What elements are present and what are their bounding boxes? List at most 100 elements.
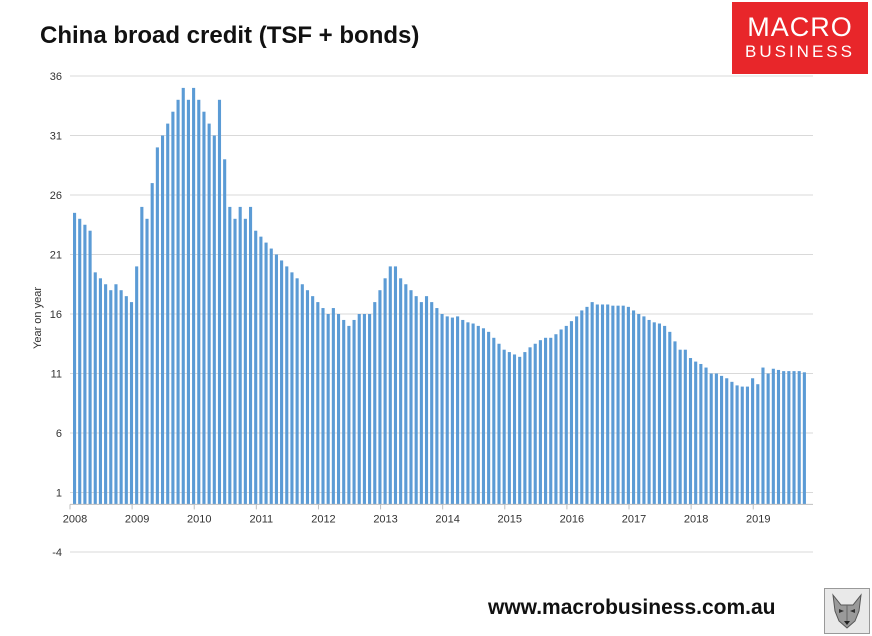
- x-tick-label: 2011: [250, 513, 274, 525]
- bar: [217, 99, 222, 505]
- bar: [585, 306, 589, 505]
- x-tick-label: 2015: [498, 513, 522, 525]
- bar: [73, 212, 77, 505]
- bar: [621, 305, 625, 505]
- bar: [129, 302, 134, 505]
- bar: [202, 111, 206, 505]
- bar: [424, 296, 429, 505]
- bar: [694, 361, 698, 505]
- bar: [497, 343, 501, 505]
- bar: [492, 337, 496, 505]
- wolf-icon: [824, 588, 870, 634]
- y-axis-label: Year on year: [32, 287, 44, 349]
- bar: [295, 278, 299, 505]
- bar: [274, 254, 278, 505]
- bar: [776, 369, 781, 505]
- bar: [399, 278, 403, 505]
- bar: [575, 316, 579, 505]
- bar: [730, 381, 734, 505]
- bar: [352, 319, 356, 505]
- bar: [88, 230, 92, 505]
- bar: [321, 308, 325, 505]
- logo-line1: MACRO: [747, 12, 853, 42]
- bar: [83, 224, 87, 505]
- x-tick-label: 2017: [622, 513, 646, 525]
- bar: [171, 111, 175, 505]
- bar: [678, 349, 682, 505]
- bar: [280, 260, 284, 505]
- bar: [792, 371, 796, 505]
- bar: [766, 373, 770, 505]
- bar: [98, 278, 102, 505]
- bar: [300, 284, 304, 505]
- bar: [787, 371, 791, 505]
- y-tick-label: -4: [52, 547, 62, 559]
- bar: [523, 352, 527, 505]
- bar: [611, 305, 615, 505]
- bar: [704, 367, 708, 505]
- macrobusiness-logo[interactable]: MACRO BUSINESS: [732, 2, 868, 74]
- bar: [393, 266, 398, 505]
- bar: [409, 290, 413, 505]
- bar: [512, 354, 517, 505]
- y-tick-label: 31: [50, 131, 62, 143]
- bar: [683, 349, 687, 505]
- bar: [223, 159, 227, 505]
- bar: [450, 317, 454, 505]
- y-tick-label: 21: [50, 250, 62, 262]
- bar: [331, 308, 335, 505]
- bar: [771, 368, 775, 505]
- bars: [73, 87, 806, 505]
- bar: [626, 306, 630, 505]
- bar: [243, 218, 247, 505]
- chart-title: China broad credit (TSF + bonds): [40, 22, 420, 49]
- bar: [471, 323, 475, 505]
- bar: [383, 278, 387, 505]
- bar: [404, 284, 408, 505]
- bar: [761, 367, 765, 505]
- x-axis: [69, 503, 813, 510]
- bar: [378, 290, 382, 505]
- bar: [632, 310, 636, 505]
- x-tick-label: 2019: [746, 513, 770, 525]
- x-tick-label: 2013: [373, 513, 397, 525]
- bar: [368, 314, 372, 505]
- bar: [595, 304, 599, 505]
- bar: [197, 99, 201, 505]
- bar: [714, 373, 718, 505]
- bar: [419, 302, 423, 505]
- x-axis-tick-labels: 2008 2009 2010 2011 2012 2013 2014 2015 2016 2017…: [63, 513, 771, 525]
- bar: [145, 218, 149, 505]
- bar: [316, 302, 320, 505]
- bar: [663, 325, 667, 505]
- website-url[interactable]: www.macrobusiness.com.au: [488, 596, 776, 619]
- bar: [155, 147, 159, 505]
- bar: [212, 135, 216, 505]
- bar: [93, 272, 97, 505]
- bar: [554, 334, 558, 505]
- bar: [657, 323, 661, 505]
- bar: [580, 310, 584, 505]
- y-tick-label: 11: [51, 369, 62, 381]
- bar: [461, 319, 465, 505]
- bar: [357, 314, 361, 505]
- bar: [673, 341, 677, 505]
- bar: [207, 123, 211, 505]
- bar: [647, 319, 651, 505]
- bar: [481, 328, 486, 505]
- bar: [435, 308, 439, 505]
- y-tick-label: 16: [50, 309, 62, 321]
- bar: [285, 266, 289, 505]
- bar: [507, 352, 511, 505]
- bar: [228, 206, 232, 505]
- x-tick-label: 2014: [435, 513, 459, 525]
- bar: [248, 206, 253, 505]
- bar: [342, 319, 346, 505]
- bar: [544, 337, 548, 505]
- x-tick-label: 2008: [63, 513, 87, 525]
- bar: [104, 284, 108, 505]
- bar: [782, 371, 786, 505]
- bar: [590, 302, 594, 505]
- bar: [124, 296, 128, 505]
